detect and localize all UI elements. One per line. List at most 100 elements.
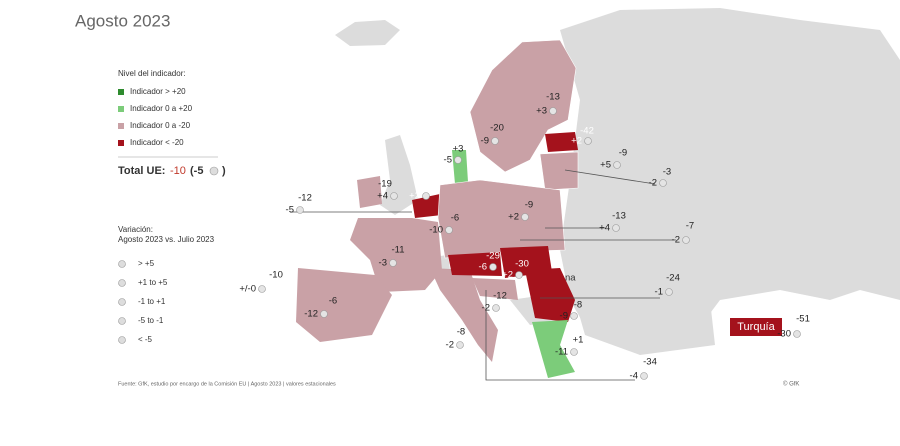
variation-icon: [209, 166, 219, 176]
romania-bulgaria: [525, 268, 575, 322]
italy: [430, 268, 498, 362]
variation-icon: [454, 156, 462, 164]
total-close: ): [222, 165, 226, 177]
netherlands: [412, 194, 442, 218]
country-indicator: -20: [490, 123, 504, 134]
land-iceland: [335, 20, 400, 46]
turkey-box: [730, 318, 782, 336]
variation-icon: [665, 288, 673, 296]
variation-icon: [320, 310, 328, 318]
variation-icon: [612, 224, 620, 232]
country-variation: -11: [555, 347, 568, 358]
country-indicator: -8: [457, 327, 465, 338]
country-indicator: -7: [686, 221, 694, 232]
country-variation: +5: [600, 160, 611, 171]
variation-icon: [682, 236, 690, 244]
variation-icon: [118, 317, 126, 325]
country-indicator: -11: [391, 245, 404, 256]
variation-icon: [390, 192, 398, 200]
ireland: [357, 176, 382, 208]
greece: [532, 320, 575, 378]
variation-icon: [515, 271, 523, 279]
baltics: [539, 151, 579, 191]
country-variation: -3: [379, 258, 387, 269]
denmark: [452, 150, 468, 184]
austria: [448, 252, 502, 276]
country-indicator: -30: [515, 259, 529, 270]
country-indicator: -13: [612, 211, 626, 222]
country-indicator: +1: [573, 335, 584, 346]
country-variation: -1: [655, 287, 663, 298]
country-variation: +3: [536, 106, 547, 117]
country-variation: +2: [571, 136, 582, 147]
legend-swatch: [118, 89, 124, 95]
variation-icon: [584, 137, 592, 145]
variation-legend-item: +1 to +5: [138, 278, 168, 287]
variation-legend-subtitle: Agosto 2023 vs. Julio 2023: [118, 235, 215, 244]
variation-icon: [118, 260, 126, 268]
country-variation: -9: [560, 311, 568, 322]
land-turkey: [575, 295, 715, 355]
copyright: © GfK: [783, 381, 799, 388]
country-variation: +2: [508, 212, 519, 223]
legend-swatch: [118, 106, 124, 112]
country-variation: -2: [649, 178, 657, 189]
legend-item: Indicador < -20: [130, 138, 184, 147]
variation-icon: [570, 348, 578, 356]
country-indicator: -13: [546, 92, 560, 103]
country-indicator: -10: [269, 270, 283, 281]
variation-icon: [549, 107, 557, 115]
title: Agosto 2023: [75, 11, 170, 30]
total-variation: (-5: [190, 165, 203, 177]
variation-icon: [389, 259, 397, 267]
legend-swatch: [118, 140, 124, 146]
variation-icon: [118, 279, 126, 287]
variation-icon: [258, 285, 266, 293]
variation-icon: [570, 312, 578, 320]
variation-icon: [793, 330, 801, 338]
total-label: Total UE:: [118, 165, 165, 177]
country-indicator: -8: [574, 300, 582, 311]
legend-swatch: [118, 123, 124, 129]
country-variation: -30: [777, 329, 791, 340]
country-indicator: +3: [453, 144, 464, 155]
country-variation: -6: [479, 262, 487, 273]
country-indicator: -51: [796, 314, 810, 325]
country-indicator: -9: [619, 148, 627, 159]
variation-icon: [296, 206, 304, 214]
country-variation: -2: [672, 235, 680, 246]
iberia: [296, 268, 392, 342]
country-variation: +2: [502, 270, 513, 281]
country-indicator: -6: [329, 296, 337, 307]
country-variation: -9: [481, 136, 489, 147]
leader-line: [485, 290, 635, 381]
leader-line: [564, 169, 656, 185]
country-indicator: -6: [451, 213, 459, 224]
variation-icon: [640, 372, 648, 380]
variation-icon: [489, 263, 497, 271]
legend-item: Indicador 0 a +20: [130, 104, 193, 113]
country-indicator: -19: [378, 179, 392, 190]
country-variation: -4: [630, 371, 638, 382]
country-indicator: -24: [666, 273, 680, 284]
country-variation: +2: [409, 191, 420, 202]
country-indicator: -25: [423, 179, 437, 190]
country-variation: -5: [286, 205, 294, 216]
country-variation: -5: [444, 155, 452, 166]
country-variation: -10: [429, 225, 443, 236]
variation-icon: [456, 341, 464, 349]
variation-icon: [492, 304, 500, 312]
variation-legend-item: -5 to -1: [138, 316, 164, 325]
country-variation: -12: [304, 309, 318, 320]
legend-item: Indicador > +20: [130, 87, 186, 96]
variation-icon: [491, 137, 499, 145]
variation-icon: [659, 179, 667, 187]
total-value: -10: [170, 165, 186, 177]
land-europe: [560, 8, 900, 350]
country-indicator: -3: [663, 167, 671, 178]
country-variation: +4: [377, 191, 388, 202]
country-indicator: -34: [643, 357, 657, 368]
country-indicator: -12: [493, 291, 507, 302]
